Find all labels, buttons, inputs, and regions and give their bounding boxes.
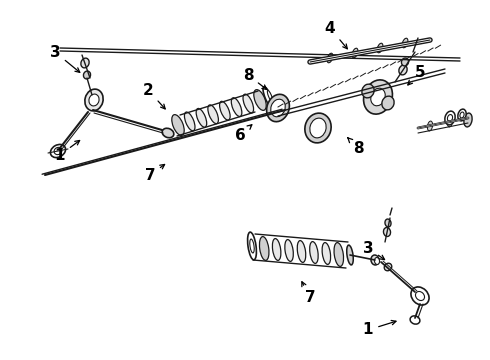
Ellipse shape <box>334 243 343 266</box>
Ellipse shape <box>268 90 272 102</box>
Text: 4: 4 <box>325 21 347 49</box>
Ellipse shape <box>458 109 466 121</box>
Ellipse shape <box>447 114 453 121</box>
Ellipse shape <box>260 237 269 260</box>
Ellipse shape <box>347 245 353 265</box>
Ellipse shape <box>371 255 379 265</box>
Ellipse shape <box>385 219 391 227</box>
Ellipse shape <box>427 121 433 131</box>
Text: 8: 8 <box>348 138 363 156</box>
Text: 3: 3 <box>49 45 80 72</box>
Text: 5: 5 <box>408 64 425 85</box>
Ellipse shape <box>410 316 420 324</box>
Ellipse shape <box>83 71 91 79</box>
Ellipse shape <box>208 105 219 124</box>
Ellipse shape <box>54 147 62 155</box>
Ellipse shape <box>285 240 294 261</box>
Text: 2: 2 <box>143 82 165 109</box>
Ellipse shape <box>305 113 331 143</box>
Ellipse shape <box>382 96 394 110</box>
Ellipse shape <box>272 239 281 260</box>
Ellipse shape <box>310 118 326 138</box>
Ellipse shape <box>364 80 392 114</box>
Ellipse shape <box>371 88 385 106</box>
Ellipse shape <box>384 228 391 237</box>
Text: 3: 3 <box>363 240 385 260</box>
Ellipse shape <box>445 111 455 125</box>
Ellipse shape <box>81 58 89 68</box>
Ellipse shape <box>247 232 256 260</box>
Ellipse shape <box>310 242 318 264</box>
Ellipse shape <box>243 94 253 113</box>
Ellipse shape <box>352 48 358 58</box>
Ellipse shape <box>411 287 429 305</box>
Ellipse shape <box>464 113 472 127</box>
Ellipse shape <box>460 112 464 118</box>
Ellipse shape <box>271 99 285 117</box>
Ellipse shape <box>250 239 254 253</box>
Ellipse shape <box>399 65 407 75</box>
Ellipse shape <box>447 117 453 127</box>
Ellipse shape <box>416 292 424 301</box>
Ellipse shape <box>377 43 383 53</box>
Ellipse shape <box>384 263 392 271</box>
Ellipse shape <box>402 38 408 48</box>
Ellipse shape <box>401 58 409 66</box>
Ellipse shape <box>85 89 103 111</box>
Ellipse shape <box>172 114 184 135</box>
Text: 6: 6 <box>235 125 252 143</box>
Ellipse shape <box>362 84 374 98</box>
Ellipse shape <box>184 112 195 131</box>
Ellipse shape <box>254 90 266 111</box>
Ellipse shape <box>50 144 66 158</box>
Ellipse shape <box>196 108 207 127</box>
Ellipse shape <box>267 94 290 122</box>
Text: 7: 7 <box>145 165 165 183</box>
Ellipse shape <box>327 53 333 63</box>
Text: 1: 1 <box>363 320 396 338</box>
Ellipse shape <box>374 257 380 265</box>
Ellipse shape <box>231 98 242 117</box>
Ellipse shape <box>322 243 331 264</box>
Text: 7: 7 <box>302 282 315 306</box>
Ellipse shape <box>89 94 99 106</box>
Ellipse shape <box>297 240 306 262</box>
Ellipse shape <box>220 101 230 120</box>
Text: 1: 1 <box>55 140 80 162</box>
Text: 8: 8 <box>243 68 267 89</box>
Ellipse shape <box>162 128 174 138</box>
Ellipse shape <box>263 87 273 107</box>
